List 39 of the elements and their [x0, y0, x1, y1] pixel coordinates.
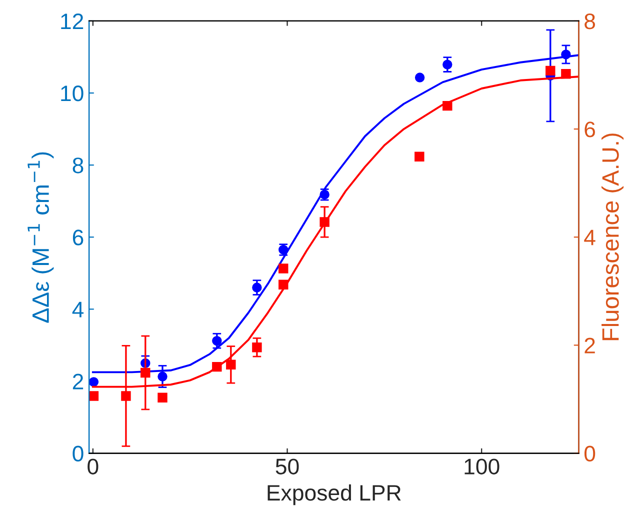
y-tick-label: 0 — [72, 446, 84, 462]
y-tick-label: 6 — [72, 230, 84, 246]
x-tick-label: 100 — [464, 458, 500, 474]
point — [414, 72, 425, 82]
point — [212, 336, 222, 346]
x-tick-label: 50 — [276, 458, 299, 474]
y2-axis-title: Fluorescence (A.U.) — [602, 134, 624, 340]
point — [561, 69, 571, 79]
y2-tick-label: 2 — [584, 338, 595, 354]
point — [89, 377, 99, 387]
y-axis-title: ΔΔε (M$^{−1}$ cm$^{−1}$) — [28, 152, 54, 323]
y2-tick-label: 0 — [584, 446, 596, 462]
point — [414, 152, 424, 162]
y2-tick-label: 4 — [584, 230, 596, 246]
y-tick-label: 4 — [72, 302, 84, 318]
y-tick-label: 12 — [61, 13, 84, 30]
point — [89, 391, 99, 401]
point — [561, 50, 571, 60]
point — [121, 391, 131, 401]
y2-tick-label: 6 — [584, 122, 596, 138]
y2-tick-label: 8 — [584, 13, 596, 30]
point — [140, 368, 150, 378]
x-tick-label: 0 — [88, 458, 98, 474]
y-tick-label: 8 — [72, 158, 84, 174]
point — [442, 100, 452, 111]
point — [546, 66, 556, 76]
point — [212, 362, 222, 372]
point — [252, 342, 262, 352]
point — [226, 360, 236, 370]
point — [278, 264, 288, 274]
x-axis-title: Exposed LPR — [268, 484, 401, 506]
point — [158, 372, 168, 382]
point — [278, 280, 288, 290]
point — [320, 217, 330, 227]
point — [158, 392, 168, 402]
y-tick-label: 10 — [61, 86, 84, 102]
point — [442, 60, 452, 70]
point — [252, 282, 262, 292]
y-tick-label: 2 — [72, 374, 84, 390]
